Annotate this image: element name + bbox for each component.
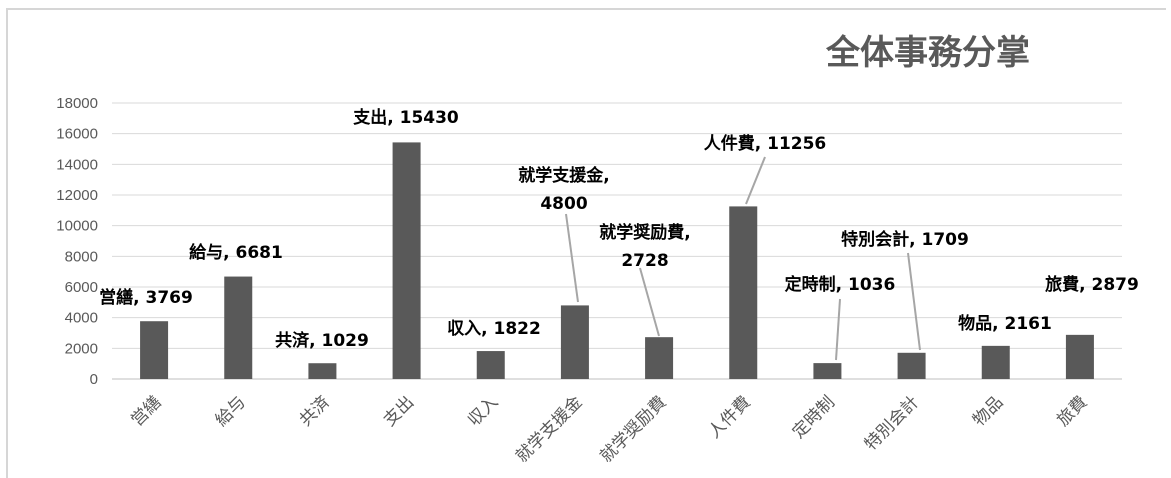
x-tick-label: 支出 — [380, 392, 418, 430]
y-tick-label: 12000 — [56, 187, 98, 204]
bar-旅費 — [1065, 334, 1094, 379]
data-label-共済: 共済, 1029 — [275, 330, 369, 351]
y-tick-label: 6000 — [65, 279, 98, 296]
data-label-営繕: 営繕, 3769 — [99, 287, 193, 308]
leader-line-就学支援金 — [565, 213, 579, 303]
bar-定時制 — [813, 363, 842, 379]
y-tick-label: 18000 — [56, 95, 98, 112]
chart-title: 全体事務分掌 — [825, 33, 1030, 73]
data-label-定時制: 定時制, 1036 — [785, 274, 896, 295]
data-label-物品: 物品, 2161 — [958, 313, 1052, 334]
x-tick-label: 特別会計 — [861, 392, 923, 454]
x-tick-label: 人件費 — [705, 392, 755, 442]
data-label-人件費: 人件費, 11256 — [704, 133, 827, 154]
gridlines — [112, 102, 1122, 380]
y-tick-label: 10000 — [56, 218, 98, 235]
y-tick-label: 2000 — [65, 340, 98, 357]
data-label-旅費: 旅費, 2879 — [1045, 274, 1139, 295]
data-labels: 営繕, 3769 給与, 6681 共済, 1029 支出, 15430 収入, 182… — [99, 107, 1139, 351]
bar-就学支援金 — [560, 305, 589, 379]
y-axis: 0 2000 4000 6000 8000 10000 12000 14000 16000 180… — [56, 95, 98, 388]
bar-人件費 — [729, 206, 758, 379]
data-label-就学支援金: 就学支援金, 4800 — [518, 165, 609, 214]
x-tick-label: 給与 — [212, 392, 250, 430]
y-tick-label: 14000 — [56, 156, 98, 173]
data-label-収入: 収入, 1822 — [447, 319, 541, 339]
bar-収入 — [476, 351, 505, 379]
frame-border-top — [6, 8, 1166, 10]
leader-line-就学奨励費 — [639, 267, 660, 337]
x-tick-label: 営繕 — [127, 392, 165, 430]
x-tick-label: 共済 — [296, 392, 334, 430]
x-tick-label: 就学支援金 — [512, 392, 586, 466]
y-tick-label: 0 — [90, 371, 98, 388]
bar-営繕 — [140, 321, 169, 379]
leader-lines — [565, 156, 921, 361]
data-label-支出: 支出, 15430 — [353, 107, 459, 128]
x-tick-label: 収入 — [464, 392, 502, 430]
x-tick-label: 物品 — [969, 392, 1007, 430]
y-tick-label: 4000 — [65, 310, 98, 327]
frame-border-left — [6, 8, 8, 478]
data-label-給与: 給与, 6681 — [189, 242, 283, 263]
data-label-特別会計: 特別会計, 1709 — [841, 229, 969, 250]
leader-line-人件費 — [745, 156, 766, 205]
bars — [140, 142, 1094, 379]
bar-物品 — [981, 345, 1010, 379]
bar-共済 — [308, 363, 337, 379]
bar-支出 — [392, 142, 421, 379]
y-tick-label: 16000 — [56, 126, 98, 143]
y-tick-label: 8000 — [65, 248, 98, 265]
x-axis: 営繕 給与 共済 支出 収入 就学支援金 就学奨励費 人件費 定時制 特別会計 物品 旅費 — [127, 392, 1091, 466]
bar-給与 — [224, 276, 253, 379]
bar-特別会計 — [897, 352, 926, 379]
leader-line-特別会計 — [907, 252, 921, 351]
x-tick-label: 旅費 — [1053, 392, 1091, 430]
x-tick-label: 定時制 — [789, 392, 839, 442]
data-label-就学奨励費: 就学奨励費, 2728 — [599, 222, 690, 271]
x-tick-label: 就学奨励費 — [596, 392, 670, 466]
bar-就学奨励費 — [645, 337, 674, 379]
leader-line-定時制 — [835, 298, 841, 361]
